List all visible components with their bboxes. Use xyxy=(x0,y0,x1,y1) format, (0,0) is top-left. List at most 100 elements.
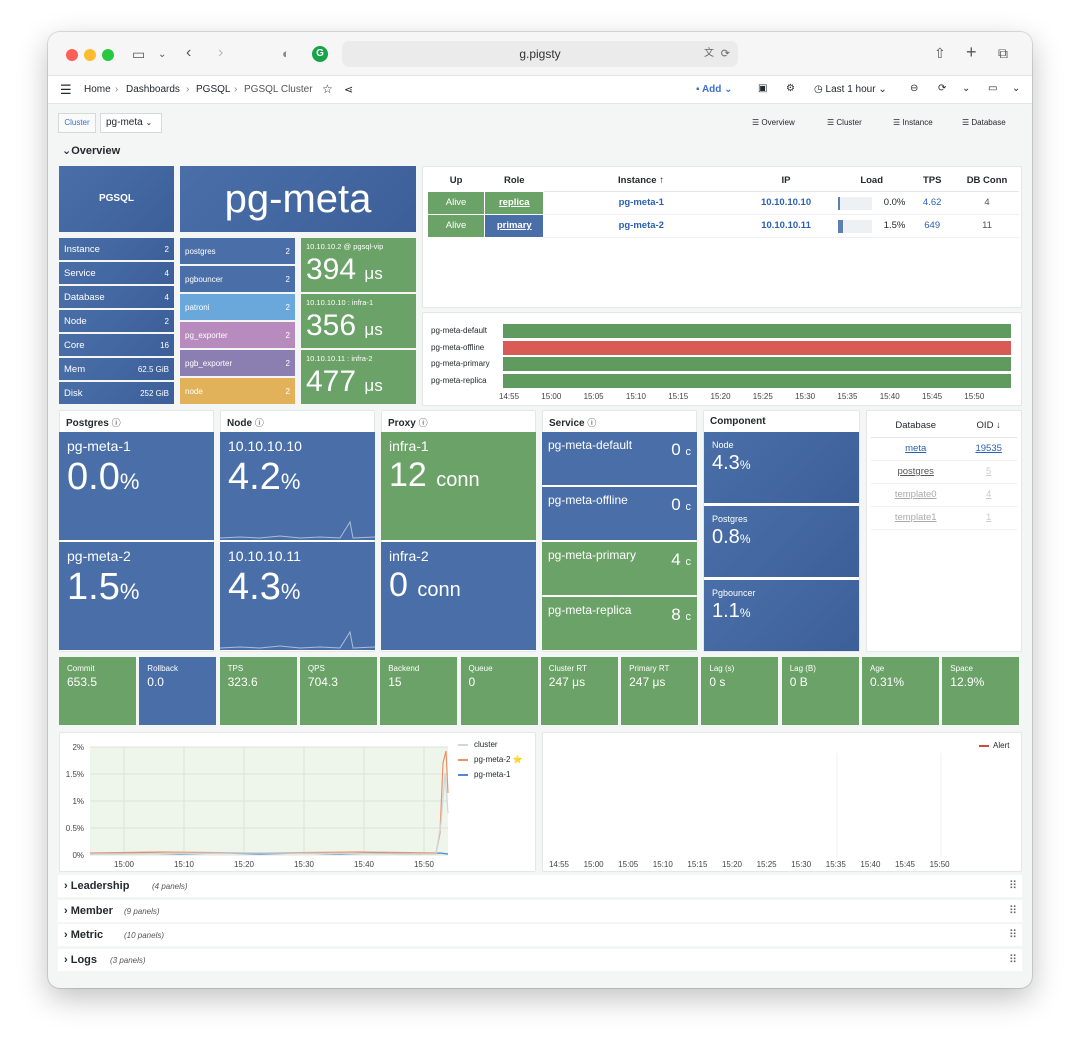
table-row[interactable]: Alive replica pg-meta-1 10.10.10.10 0.0% 4.62… xyxy=(426,190,1019,215)
info-icon[interactable]: ⓘ xyxy=(254,418,264,428)
component-pgbouncer[interactable]: pgbouncer 2 xyxy=(180,266,295,292)
stat-instance[interactable]: Instance 2 xyxy=(59,238,174,260)
legend-entry[interactable]: pg-meta-1 xyxy=(474,770,511,779)
translate-icon[interactable]: 文 xyxy=(704,48,714,59)
add-button[interactable]: ▪ Add ⌄ xyxy=(696,84,733,95)
cell-instance[interactable]: pg-meta-2 xyxy=(618,220,664,231)
info-icon[interactable]: ⓘ xyxy=(587,418,597,428)
overview-row-header[interactable]: ⌄Overview xyxy=(62,144,120,157)
breadcrumb-pgsql[interactable]: PGSQL xyxy=(196,84,231,95)
collapsed-row-logs[interactable]: › Logs (3 panels) ⠿ xyxy=(58,948,1022,971)
reload-icon[interactable]: ⟳ xyxy=(720,48,730,60)
latency-tile[interactable]: 10.10.10.11 : infra-2 477 μs xyxy=(301,350,416,404)
metric-primary-rt[interactable]: Primary RT 247 μs xyxy=(621,657,699,725)
table-row[interactable]: template0 4 xyxy=(871,483,1017,506)
info-icon[interactable]: ⓘ xyxy=(418,418,428,428)
drag-handle-icon[interactable]: ⠿ xyxy=(1008,904,1017,917)
col-header-instance[interactable]: Instance ↑ xyxy=(544,171,738,191)
component-postgres[interactable]: postgres 2 xyxy=(180,238,295,264)
cpu-usage-chart[interactable]: 2% 1.5% 1% 0.5% 0% 15:00 15:10 15:20 15:30 15:40 1… xyxy=(60,733,536,872)
latency-tile[interactable]: 10.10.10.2 @ pgsql-vip 394 μs xyxy=(301,238,416,292)
component-pgb-exporter[interactable]: pgb_exporter 2 xyxy=(180,350,295,376)
chevron-down-icon[interactable]: ⌄ xyxy=(1012,83,1021,94)
forward-icon[interactable]: › xyxy=(218,44,224,61)
metric-tps[interactable]: TPS 323.6 xyxy=(219,657,297,725)
time-picker[interactable]: ◷ Last 1 hour ⌄ xyxy=(814,84,887,95)
grammarly-icon[interactable]: G xyxy=(312,46,328,62)
metric-commit[interactable]: Commit 653.5 xyxy=(59,657,136,725)
cell-oid[interactable]: 4 xyxy=(986,489,992,500)
breadcrumb-home[interactable]: Home xyxy=(84,84,111,95)
table-row[interactable]: template1 1 xyxy=(871,506,1017,529)
role-link[interactable]: primary xyxy=(496,220,532,231)
share-icon[interactable]: ⋖ xyxy=(344,84,354,96)
component-node[interactable]: node 2 xyxy=(180,378,295,404)
series-line-cluster[interactable] xyxy=(89,772,449,855)
metric-queue[interactable]: Queue 0 xyxy=(460,657,538,725)
drag-handle-icon[interactable]: ⠿ xyxy=(1008,880,1017,892)
save-icon[interactable]: ▣ xyxy=(758,83,768,94)
col-header-tps[interactable]: TPS xyxy=(922,175,942,187)
shield-icon[interactable]: ◐ xyxy=(282,46,290,61)
close-window-icon[interactable] xyxy=(66,49,78,61)
back-icon[interactable]: ‹ xyxy=(186,44,192,61)
zoom-window-icon[interactable] xyxy=(102,49,114,61)
col-header-load[interactable]: Load xyxy=(860,175,884,187)
cell-ip[interactable]: 10.10.10.10 xyxy=(760,197,812,208)
latency-tile[interactable]: 10.10.10.10 : infra-1 356 μs xyxy=(301,294,416,348)
breadcrumb-dashboards[interactable]: Dashboards xyxy=(126,84,180,95)
stat-service[interactable]: Service 4 xyxy=(59,262,174,284)
menu-icon[interactable]: ☰ xyxy=(60,82,72,97)
proxy-tile[interactable]: infra-1 12 conn xyxy=(381,432,536,540)
service-tile[interactable]: pg-meta-offline 0 c xyxy=(542,487,697,540)
component-pg-exporter[interactable]: pg_exporter 2 xyxy=(180,322,295,348)
sidebar-toggle-icon[interactable]: ▭ xyxy=(132,46,146,62)
postgres-tile[interactable]: pg-meta-2 1.5% xyxy=(59,542,214,650)
cell-database-name[interactable]: template0 xyxy=(894,489,937,500)
cell-oid[interactable]: 1 xyxy=(986,512,992,523)
service-tile[interactable]: pg-meta-replica 8 c xyxy=(542,597,697,650)
component-usage-tile[interactable]: Postgres 0.8% xyxy=(704,506,859,577)
component-patroni[interactable]: patroni 2 xyxy=(180,294,295,320)
node-tile[interactable]: 10.10.10.10 4.2% xyxy=(220,432,375,540)
timeline-state-bar[interactable] xyxy=(503,324,1011,338)
col-header-ip[interactable]: IP xyxy=(781,175,791,187)
metric-qps[interactable]: QPS 704.3 xyxy=(299,657,377,725)
zoom-out-icon[interactable]: ⊖ xyxy=(910,83,919,94)
col-header-oid[interactable]: OID ↓ xyxy=(960,415,1017,437)
node-tile[interactable]: 10.10.10.11 4.3% xyxy=(220,542,375,650)
timeline-state-bar[interactable] xyxy=(503,340,1011,355)
legend-entry-alert[interactable]: Alert xyxy=(993,741,1010,750)
link-cluster[interactable]: ☰ Cluster xyxy=(827,118,862,127)
legend-entry[interactable]: pg-meta-2 ⭐ xyxy=(474,754,523,764)
link-overview[interactable]: ☰ Overview xyxy=(752,118,795,127)
component-usage-tile[interactable]: Pgbouncer 1.1% xyxy=(704,580,859,651)
col-header-role[interactable]: Role xyxy=(503,175,525,187)
cell-instance[interactable]: pg-meta-1 xyxy=(618,197,664,208)
stat-core[interactable]: Core 16 xyxy=(59,334,174,356)
link-instance[interactable]: ☰ Instance xyxy=(893,118,933,127)
alert-chart[interactable]: 14:55 15:00 15:05 15:10 15:15 15:20 15:25 15:30… xyxy=(543,733,1022,872)
stat-mem[interactable]: Mem 62.5 GiB xyxy=(59,358,174,380)
minimize-window-icon[interactable] xyxy=(84,49,96,61)
table-row[interactable]: Alive primary pg-meta-2 10.10.10.11 1.5% 649 1… xyxy=(426,213,1019,238)
metric-rollback[interactable]: Rollback 0.0 xyxy=(139,657,217,725)
link-database[interactable]: ☰ Database xyxy=(962,118,1006,127)
gear-icon[interactable]: ⚙ xyxy=(786,83,795,94)
share-icon[interactable]: ⇧ xyxy=(934,45,946,61)
chevron-down-icon[interactable]: ⌄ xyxy=(158,49,167,60)
table-row[interactable]: postgres 5 xyxy=(871,460,1017,483)
metric-lag-b[interactable]: Lag (B) 0 B xyxy=(781,657,859,725)
cell-database-name[interactable]: postgres xyxy=(897,466,934,477)
new-tab-icon[interactable]: + xyxy=(966,42,977,62)
service-tile[interactable]: pg-meta-primary 4 c xyxy=(542,542,697,595)
metric-space[interactable]: Space 12.9% xyxy=(942,657,1020,725)
proxy-tile[interactable]: infra-2 0 conn xyxy=(381,542,536,650)
refresh-icon[interactable]: ⟳ xyxy=(938,83,947,94)
pgsql-tile[interactable]: PGSQL xyxy=(59,166,174,232)
stat-disk[interactable]: Disk 252 GiB xyxy=(59,382,174,404)
star-icon[interactable]: ☆ xyxy=(322,82,333,96)
tabs-overview-icon[interactable]: ⧉ xyxy=(998,45,1008,61)
info-icon[interactable]: ⓘ xyxy=(111,418,121,428)
cell-database-name[interactable]: template1 xyxy=(894,512,937,523)
